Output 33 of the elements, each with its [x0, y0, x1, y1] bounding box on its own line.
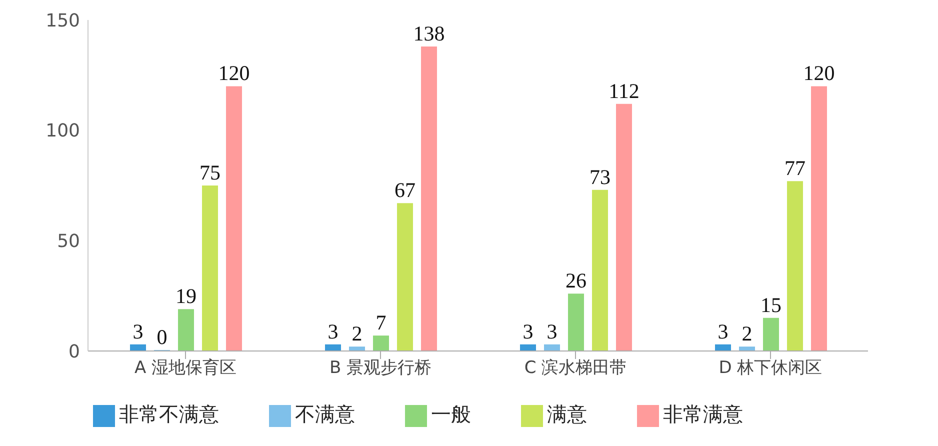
y-tick-label: 50: [57, 231, 80, 252]
data-label: 7: [376, 310, 386, 335]
x-tick-label: A 湿地保育区: [134, 358, 237, 378]
data-label: 0: [156, 325, 168, 349]
data-label: 112: [608, 78, 640, 103]
x-tick-label: D 林下休闲区: [718, 358, 822, 378]
legend-label: 一般: [431, 402, 471, 426]
y-tick-label: 100: [46, 120, 80, 142]
legend-label: 非常满意: [663, 402, 743, 426]
data-label: 2: [742, 322, 752, 346]
legend-label: 满意: [547, 402, 587, 426]
y-tick-label: 150: [46, 10, 80, 32]
data-label: 120: [218, 61, 250, 86]
data-label: 3: [522, 319, 534, 344]
data-label: 75: [200, 160, 220, 184]
data-label: 120: [803, 61, 835, 86]
data-label: 2: [352, 322, 362, 346]
data-label: 138: [413, 21, 445, 46]
data-label: 3: [718, 319, 728, 344]
y-tick-label: 0: [68, 341, 80, 362]
legend-label: 非常不满意: [119, 402, 219, 426]
data-label: 77: [784, 156, 806, 180]
data-label: 3: [132, 319, 144, 344]
data-label: 73: [590, 164, 610, 189]
x-tick-label: C 滨水梯田带: [524, 358, 627, 378]
legend-label: 不满意: [295, 402, 355, 426]
data-label: 15: [760, 292, 782, 317]
data-label: 26: [566, 268, 586, 293]
data-label: 67: [394, 178, 416, 202]
x-tick-label: B 景观步行桥: [329, 358, 432, 378]
data-label: 3: [546, 319, 558, 344]
data-label: 3: [328, 319, 338, 344]
data-label: 19: [176, 284, 196, 308]
